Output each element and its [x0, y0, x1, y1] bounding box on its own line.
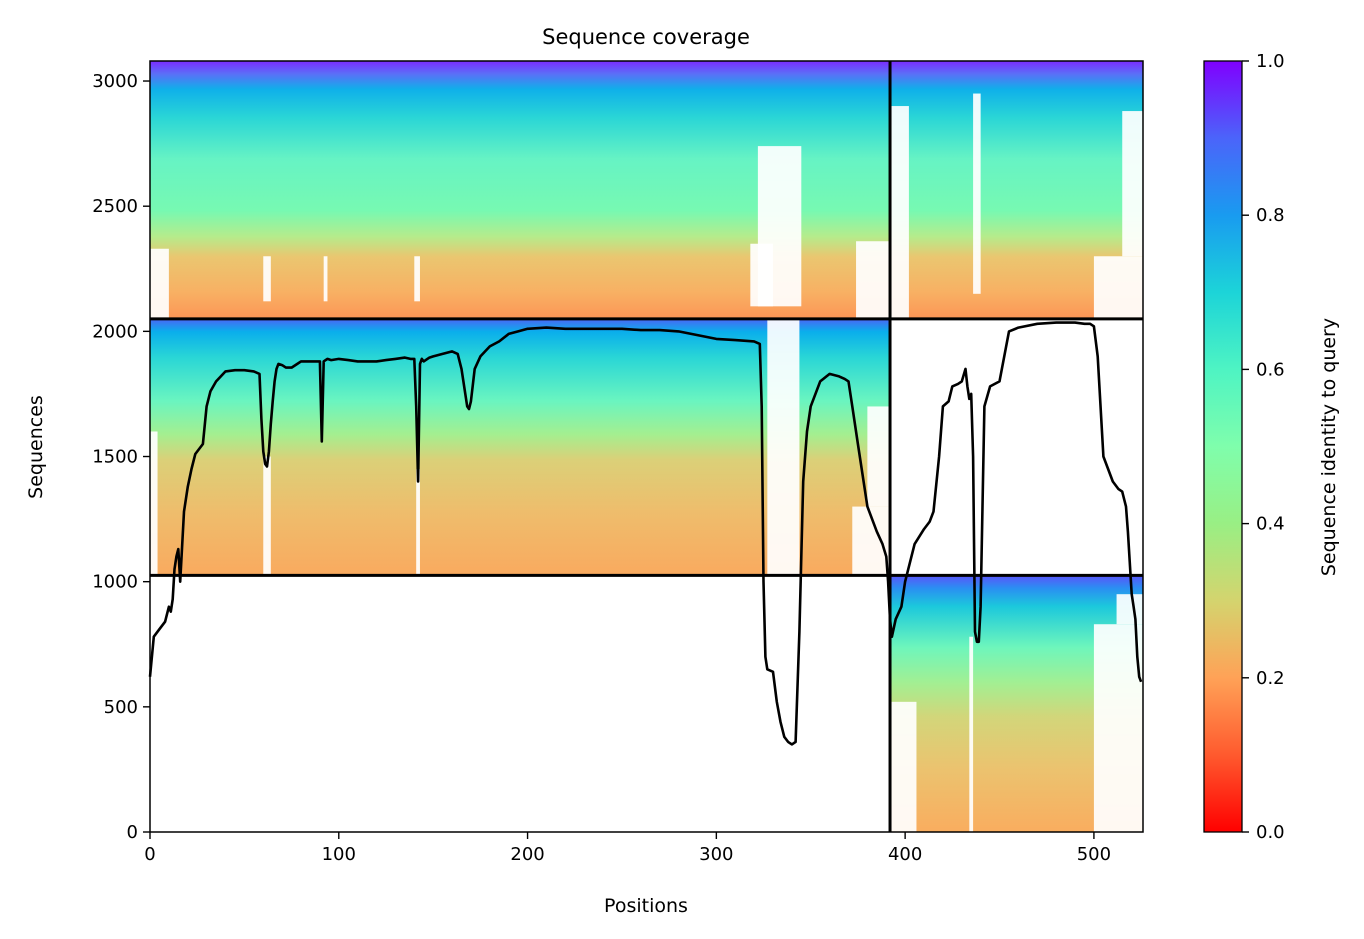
- heatmap-gap: [856, 241, 891, 319]
- colorbar: [1203, 60, 1243, 833]
- x-tick-label: 0: [144, 844, 155, 865]
- heatmap-gap: [750, 243, 773, 307]
- y-axis-label: Sequences: [25, 395, 47, 499]
- y-tick-label: 3000: [92, 71, 138, 92]
- y-tick-label: 500: [104, 697, 138, 718]
- x-tick-label: 200: [510, 844, 544, 865]
- y-tick-label: 0: [127, 822, 138, 843]
- colorbar-tick-label: 0.0: [1256, 822, 1285, 843]
- colorbar-tick-label: 0.4: [1256, 514, 1285, 535]
- heatmap-gap: [890, 701, 917, 832]
- plot-frame: [149, 60, 1144, 833]
- x-tick-label: 500: [1077, 844, 1111, 865]
- colorbar-label: Sequence identity to query: [1318, 318, 1340, 576]
- heatmap-gap: [890, 106, 909, 319]
- chart-title: Sequence coverage: [542, 25, 750, 49]
- colorbar-axis: 0.0 0.2 0.4 0.6 0.8 1.0: [1242, 51, 1285, 843]
- x-tick-label: 100: [322, 844, 356, 865]
- heatmap-gap: [1122, 111, 1143, 257]
- y-axis: 0 500 1000 1500 2000 2500 3000: [92, 71, 150, 843]
- heatmap-gap: [416, 469, 420, 576]
- x-axis: 0 100 200 300 400 500: [144, 832, 1111, 865]
- heatmap-gap: [414, 256, 420, 302]
- x-tick-label: 300: [699, 844, 733, 865]
- heatmap-gap: [969, 636, 974, 832]
- colorbar-tick-label: 0.6: [1256, 359, 1285, 380]
- block-separators: [150, 61, 1143, 832]
- colorbar-tick-label: 1.0: [1256, 51, 1285, 72]
- msa-heatmap: [150, 61, 1143, 832]
- coverage-line: [148, 321, 1143, 746]
- heatmap-gap: [1093, 624, 1143, 832]
- y-tick-label: 2500: [92, 196, 138, 217]
- y-tick-label: 2000: [92, 321, 138, 342]
- heatmap-gap: [323, 256, 328, 302]
- heatmap-gap: [1116, 594, 1143, 625]
- colorbar-tick-label: 0.8: [1256, 205, 1285, 226]
- heatmap-gap: [263, 256, 271, 302]
- heatmap-gap: [150, 248, 169, 319]
- y-tick-label: 1500: [92, 447, 138, 468]
- heatmap-gap: [150, 431, 158, 576]
- heatmap-gap: [263, 456, 271, 576]
- heatmap-gap: [767, 318, 800, 576]
- x-tick-label: 400: [888, 844, 922, 865]
- heatmap-gap: [867, 406, 891, 507]
- heatmap-block: [150, 318, 891, 576]
- heatmap-gap: [1093, 256, 1143, 319]
- x-axis-label: Positions: [604, 895, 688, 917]
- heatmap-gap: [973, 93, 981, 294]
- colorbar-tick-label: 0.2: [1256, 668, 1285, 689]
- y-tick-label: 1000: [92, 572, 138, 593]
